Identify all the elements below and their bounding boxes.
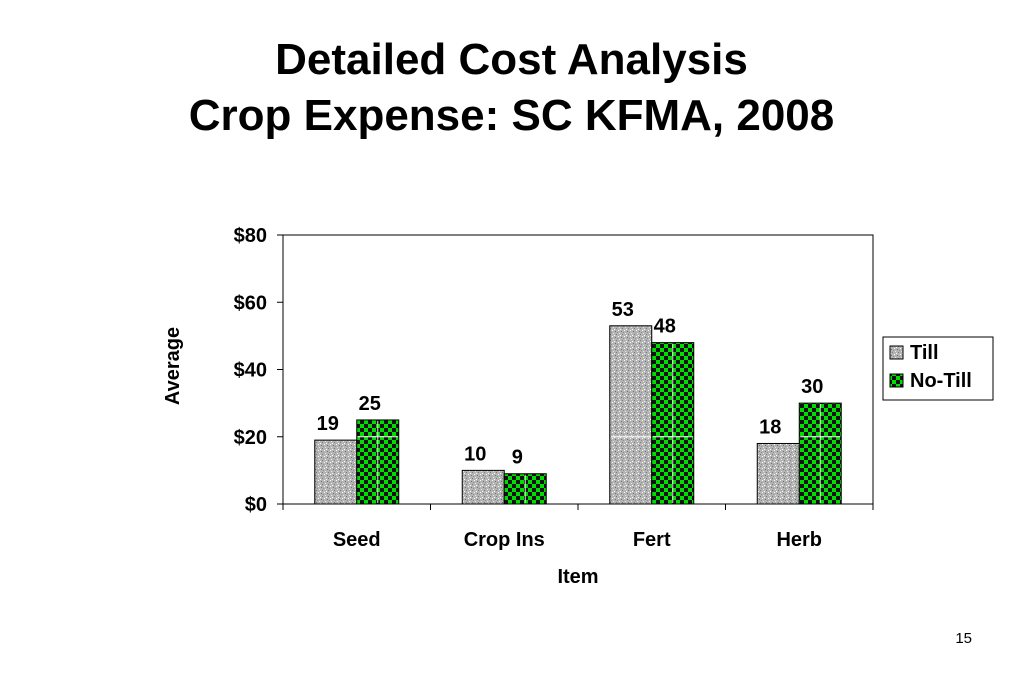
data-label: 25 [359, 393, 381, 415]
legend-label: No-Till [910, 370, 972, 392]
data-label: 48 [654, 316, 676, 338]
y-tick-label: $80 [234, 225, 267, 247]
x-tick-label: Herb [776, 529, 822, 551]
y-axis-title: Average [162, 327, 184, 405]
y-tick-label: $20 [234, 427, 267, 449]
x-tick-label: Crop Ins [464, 529, 545, 551]
data-label: 19 [317, 413, 339, 435]
x-tick-label: Fert [633, 529, 671, 551]
legend-label: Till [910, 342, 939, 364]
slide-title-line-1: Detailed Cost Analysis [275, 35, 748, 84]
data-label: 18 [759, 416, 781, 438]
y-tick-label: $40 [234, 360, 267, 382]
data-label: 9 [512, 447, 523, 469]
data-label: 30 [801, 376, 823, 398]
bar-till-seed [314, 439, 358, 505]
bar-till-crop-ins [461, 469, 505, 505]
bar-till-herb [756, 442, 800, 505]
x-axis-title: Item [557, 566, 598, 588]
legend-swatch [889, 373, 904, 388]
page-number: 15 [955, 630, 972, 647]
data-label: 10 [464, 443, 486, 465]
bar-till-fert [609, 325, 653, 505]
slide-title-line-2: Crop Expense: SC KFMA, 2008 [188, 91, 835, 140]
legend-swatch [889, 345, 904, 360]
y-tick-label: $60 [234, 292, 267, 314]
data-label: 53 [612, 299, 634, 321]
y-tick-label: $0 [245, 494, 267, 516]
x-tick-label: Seed [333, 529, 381, 551]
